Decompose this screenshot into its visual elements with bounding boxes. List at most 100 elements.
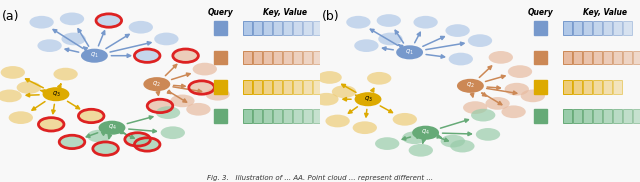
Circle shape [471,109,495,122]
Circle shape [93,142,118,155]
Bar [534,50,547,64]
Circle shape [143,77,170,91]
Circle shape [125,133,150,146]
Bar [273,109,282,123]
Bar [214,109,227,123]
Circle shape [346,16,371,29]
Bar [534,109,547,123]
Circle shape [148,100,172,112]
Circle shape [42,87,69,101]
Text: $q_4$: $q_4$ [421,128,430,137]
Circle shape [161,126,185,139]
Circle shape [468,34,492,47]
Circle shape [396,45,423,59]
Text: Query: Query [207,8,234,17]
Bar [583,80,592,94]
Bar [263,80,272,94]
Text: Key, Value: Key, Value [263,8,307,17]
Bar [573,21,582,35]
Text: $q_1$: $q_1$ [90,51,99,60]
Text: Query: Query [527,8,554,17]
Circle shape [402,131,427,144]
Circle shape [189,81,214,94]
Circle shape [326,115,350,127]
Circle shape [504,83,529,96]
Bar [253,109,262,123]
Bar [263,21,272,35]
Circle shape [367,72,392,85]
Bar [623,50,632,64]
Bar [563,50,572,64]
Bar [583,109,592,123]
Bar [623,109,632,123]
Bar [534,80,547,94]
Bar [273,80,282,94]
Bar [273,50,282,64]
Bar [623,21,632,35]
Bar [312,21,321,35]
Bar [293,50,302,64]
Bar [293,21,302,35]
Circle shape [61,33,86,45]
Text: $q_3$: $q_3$ [52,90,60,99]
Circle shape [413,16,438,29]
Circle shape [353,121,377,134]
Bar [283,109,292,123]
Circle shape [54,68,78,80]
Text: $q_1$: $q_1$ [405,48,414,57]
Circle shape [81,49,108,63]
Bar [593,109,602,123]
Circle shape [486,97,510,110]
Circle shape [508,65,532,78]
Circle shape [393,113,417,126]
Circle shape [173,49,198,62]
Bar [563,21,572,35]
Bar [312,50,321,64]
Circle shape [205,88,230,101]
Bar [593,21,602,35]
Circle shape [378,33,403,45]
Circle shape [186,103,211,116]
Text: $q_4$: $q_4$ [108,123,116,132]
Bar [603,80,612,94]
Bar [293,109,302,123]
Circle shape [463,101,488,114]
Circle shape [457,79,484,93]
Circle shape [99,121,125,135]
Circle shape [355,39,379,52]
Circle shape [0,90,22,102]
Bar [243,80,252,94]
Circle shape [521,90,545,102]
Circle shape [440,135,465,147]
Bar [573,80,582,94]
Text: (b): (b) [322,10,339,23]
Circle shape [29,16,54,29]
Bar [263,50,272,64]
Circle shape [1,66,25,79]
Circle shape [9,111,33,124]
Text: $q_2$: $q_2$ [466,81,475,90]
Bar [613,109,622,123]
Bar [243,50,252,64]
Bar [603,21,612,35]
Bar [573,109,582,123]
Circle shape [355,92,381,106]
Circle shape [154,33,179,45]
Circle shape [39,118,63,131]
Bar [534,21,547,35]
Bar [583,21,592,35]
Bar [283,50,292,64]
Bar [563,80,572,94]
Circle shape [193,63,217,76]
Bar [312,80,321,94]
Bar [303,109,312,123]
Circle shape [502,105,526,118]
Circle shape [87,130,111,143]
Circle shape [79,110,104,122]
Bar [243,21,252,35]
Circle shape [129,21,153,34]
Circle shape [445,24,470,37]
Bar [214,80,227,94]
Circle shape [156,106,180,119]
Bar [603,109,612,123]
